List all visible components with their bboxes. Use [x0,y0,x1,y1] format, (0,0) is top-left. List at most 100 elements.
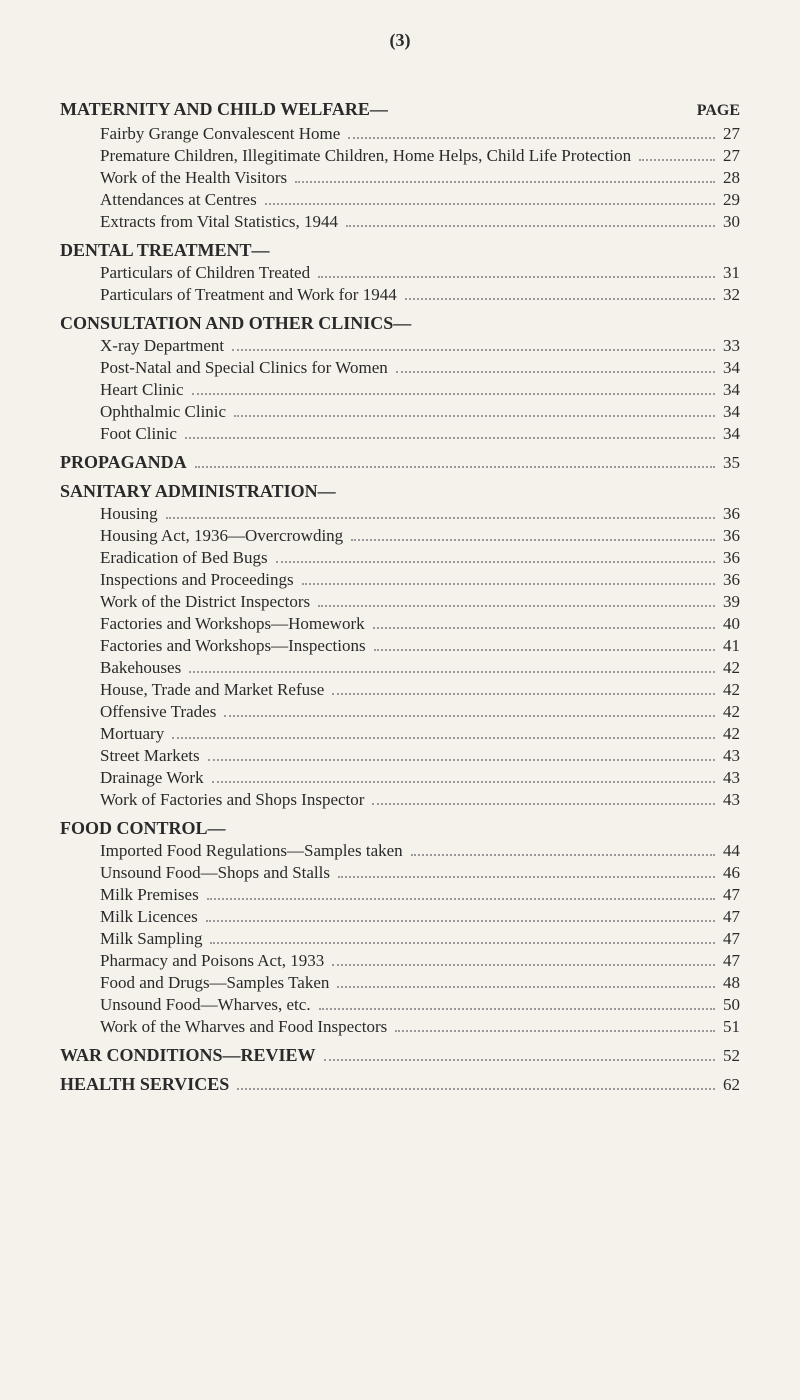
page-column-header: PAGE [697,102,740,120]
entry-text: Factories and Workshops—Homework [100,614,365,634]
page-number-header: (3) [60,30,740,51]
section-title: FOOD CONTROL— [60,818,740,839]
leader-dots [234,415,715,417]
entry-text: Milk Licences [100,907,198,927]
leader-dots [338,876,715,878]
entry-text: House, Trade and Market Refuse [100,680,324,700]
entry-page-number: 42 [723,680,740,700]
section-page-number: 52 [723,1046,740,1066]
entry-text: Unsound Food—Shops and Stalls [100,863,330,883]
entry-page-number: 36 [723,504,740,524]
entry-text: Foot Clinic [100,424,177,444]
entry-text: Extracts from Vital Statistics, 1944 [100,212,338,232]
leader-dots [295,181,715,183]
section-title: SANITARY ADMINISTRATION— [60,481,740,502]
toc-entry: X-ray Department33 [60,336,740,356]
entry-text: Imported Food Regulations—Samples taken [100,841,403,861]
leader-dots [351,539,715,541]
leader-dots [639,159,715,161]
entry-text: Mortuary [100,724,164,744]
entry-text: Work of the Health Visitors [100,168,287,188]
toc-entry: Housing Act, 1936—Overcrowding 36 [60,526,740,546]
leader-dots [206,920,715,922]
entry-text: Work of the Wharves and Food Inspectors [100,1017,387,1037]
entry-text: Ophthalmic Clinic [100,402,226,422]
entry-page-number: 34 [723,358,740,378]
leader-dots [372,803,715,805]
leader-dots [210,942,715,944]
leader-dots [276,561,715,563]
entry-page-number: 36 [723,526,740,546]
toc-entry: Drainage Work 43 [60,768,740,788]
entry-page-number: 48 [723,973,740,993]
entry-text: Fairby Grange Convalescent Home [100,124,340,144]
entry-page-number: 43 [723,790,740,810]
entry-text: Heart Clinic [100,380,184,400]
toc-entry: Imported Food Regulations—Samples taken4… [60,841,740,861]
toc-entry: Unsound Food—Wharves, etc.50 [60,995,740,1015]
toc-entry: Ophthalmic Clinic 34 [60,402,740,422]
toc-entry: Street Markets 43 [60,746,740,766]
toc-entry: Work of the District Inspectors39 [60,592,740,612]
toc-entry: Eradication of Bed Bugs36 [60,548,740,568]
entry-text: Drainage Work [100,768,204,788]
leader-dots [405,298,715,300]
entry-text: Housing Act, 1936—Overcrowding [100,526,343,546]
entry-page-number: 43 [723,768,740,788]
section-header-with-page: HEALTH SERVICES62 [60,1074,740,1095]
toc-entry: Work of Factories and Shops Inspector 43 [60,790,740,810]
section-page-number: 35 [723,453,740,473]
entry-text: Housing [100,504,158,524]
entry-text: Particulars of Treatment and Work for 19… [100,285,397,305]
leader-dots [207,898,715,900]
leader-dots [411,854,715,856]
leader-dots [212,781,715,783]
toc-entry: Work of the Health Visitors28 [60,168,740,188]
toc-entry: Fairby Grange Convalescent Home 27 [60,124,740,144]
entry-page-number: 47 [723,907,740,927]
entry-page-number: 42 [723,724,740,744]
toc-entry: Work of the Wharves and Food Inspectors 5… [60,1017,740,1037]
leader-dots [395,1030,715,1032]
section-header-with-page: WAR CONDITIONS—REVIEW52 [60,1045,740,1066]
entry-page-number: 47 [723,951,740,971]
entry-text: Offensive Trades [100,702,216,722]
entry-text: Bakehouses [100,658,181,678]
toc-entry: Milk Licences 47 [60,907,740,927]
leader-dots [232,349,715,351]
section-header-row: MATERNITY AND CHILD WELFARE— PAGE [60,91,740,122]
toc-entry: Inspections and Proceedings36 [60,570,740,590]
entry-text: Food and Drugs—Samples Taken [100,973,329,993]
leader-dots [192,393,715,395]
toc-entry: Pharmacy and Poisons Act, 193347 [60,951,740,971]
entry-text: Particulars of Children Treated [100,263,310,283]
toc-entry: Factories and Workshops—Inspections41 [60,636,740,656]
entry-page-number: 39 [723,592,740,612]
leader-dots [348,137,715,139]
leader-dots [302,583,715,585]
leader-dots [237,1088,715,1090]
entry-page-number: 51 [723,1017,740,1037]
leader-dots [185,437,715,439]
entry-text: Milk Premises [100,885,199,905]
leader-dots [373,627,715,629]
entry-text: Work of Factories and Shops Inspector [100,790,364,810]
section-title: DENTAL TREATMENT— [60,240,740,261]
entry-page-number: 32 [723,285,740,305]
entry-page-number: 47 [723,929,740,949]
entry-page-number: 50 [723,995,740,1015]
entry-page-number: 34 [723,402,740,422]
leader-dots [166,517,715,519]
entry-page-number: 27 [723,146,740,166]
entry-text: Street Markets [100,746,200,766]
leader-dots [208,759,715,761]
entry-page-number: 43 [723,746,740,766]
entry-page-number: 30 [723,212,740,232]
toc-entry: Food and Drugs—Samples Taken 48 [60,973,740,993]
entry-page-number: 47 [723,885,740,905]
section-title: HEALTH SERVICES [60,1074,229,1095]
entry-page-number: 46 [723,863,740,883]
leader-dots [224,715,715,717]
entry-page-number: 27 [723,124,740,144]
section-title: MATERNITY AND CHILD WELFARE— [60,99,388,120]
